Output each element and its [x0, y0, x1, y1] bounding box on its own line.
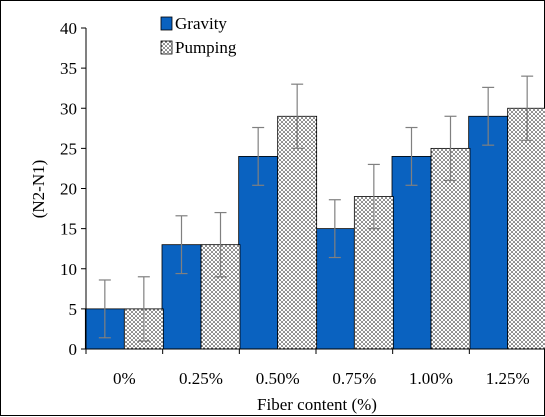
- bar-gravity: [391, 155, 432, 350]
- bar-pumping: [507, 107, 545, 350]
- y-tick-label: 15: [60, 220, 77, 239]
- bars-layer: [84, 107, 545, 350]
- x-tick-label: 0.25%: [179, 369, 223, 388]
- legend-swatch-gravity: [160, 16, 173, 31]
- y-tick-label: 5: [69, 300, 78, 319]
- legend-label-pumping: Pumping: [175, 38, 237, 57]
- y-tick-label: 35: [60, 59, 77, 78]
- bar-pumping: [277, 115, 318, 350]
- error-bars-layer: [98, 75, 534, 342]
- y-tick-label: 30: [60, 99, 77, 118]
- x-tick-label: 0.75%: [332, 369, 376, 388]
- y-tick-label: 25: [60, 139, 77, 158]
- legend-swatch-pumping: [160, 40, 173, 55]
- x-tick-label: 0.50%: [256, 369, 300, 388]
- x-tick-label: 1.25%: [486, 369, 530, 388]
- y-ticks: 0 5 10 15 20 25 30 35 40: [60, 19, 86, 359]
- y-tick-label: 0: [69, 340, 78, 359]
- x-tick-label: 1.00%: [409, 369, 453, 388]
- y-axis-title: (N2-N1): [29, 160, 48, 219]
- y-tick-label: 40: [60, 19, 77, 38]
- legend: Gravity Pumping: [160, 14, 237, 57]
- bar-gravity: [468, 115, 509, 350]
- x-tick-label: 0%: [113, 369, 136, 388]
- x-axis-title: Fiber content (%): [257, 395, 377, 414]
- x-ticks: 0% 0.25% 0.50% 0.75% 1.00% 1.25%: [85, 349, 530, 388]
- y-tick-label: 20: [60, 180, 77, 199]
- legend-label-gravity: Gravity: [175, 14, 227, 33]
- y-tick-label: 10: [60, 260, 77, 279]
